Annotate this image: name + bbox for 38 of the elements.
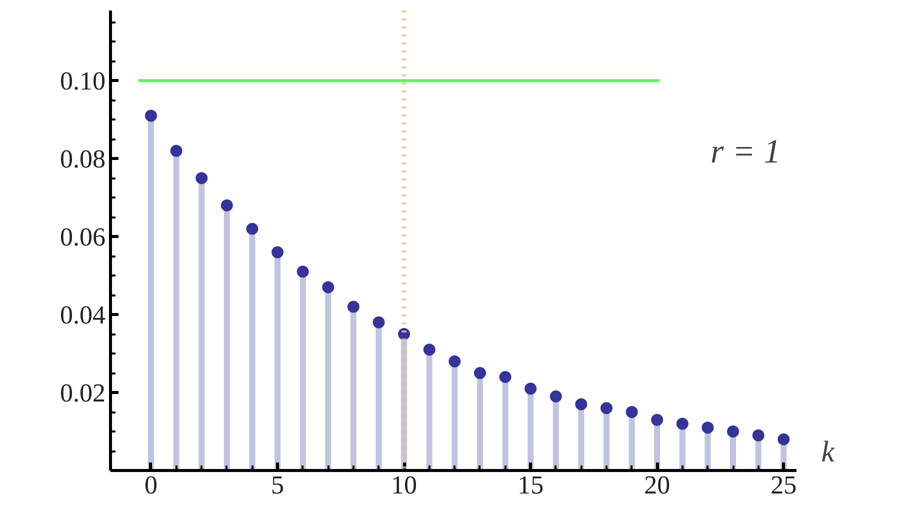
point bbox=[144, 110, 157, 122]
y-tick-label: 0.06 bbox=[60, 222, 106, 252]
point bbox=[448, 355, 461, 368]
point bbox=[600, 402, 612, 414]
y-tick-label: 0.04 bbox=[60, 300, 106, 330]
point bbox=[524, 382, 537, 395]
point bbox=[474, 367, 486, 380]
y-tick-label: 0.10 bbox=[60, 66, 106, 96]
x-axis-title: k bbox=[821, 436, 836, 468]
point bbox=[322, 281, 334, 294]
point bbox=[372, 316, 385, 328]
point bbox=[575, 398, 588, 410]
x-tick-label: 5 bbox=[271, 470, 284, 500]
x-tick-label: 25 bbox=[770, 470, 797, 500]
point bbox=[626, 406, 638, 418]
point bbox=[676, 418, 688, 430]
x-tick-label: 20 bbox=[644, 470, 670, 500]
point bbox=[550, 390, 562, 402]
x-tick-label: 0 bbox=[144, 470, 158, 500]
y-tick-label: 0.02 bbox=[60, 378, 106, 408]
y-tick-label: 0.08 bbox=[60, 144, 106, 174]
point bbox=[296, 266, 309, 278]
point bbox=[727, 426, 740, 438]
point bbox=[778, 433, 790, 446]
point bbox=[651, 414, 664, 426]
point bbox=[752, 429, 764, 442]
point bbox=[246, 222, 258, 235]
x-tick-label: 15 bbox=[518, 470, 544, 500]
point bbox=[347, 300, 360, 313]
point bbox=[196, 172, 208, 184]
point bbox=[272, 246, 284, 258]
point bbox=[220, 199, 233, 212]
annotation: r = 1 bbox=[710, 134, 781, 170]
point bbox=[170, 144, 182, 157]
point bbox=[423, 344, 436, 356]
x-tick-label: 10 bbox=[391, 470, 418, 500]
point bbox=[702, 422, 714, 434]
point bbox=[499, 370, 512, 383]
